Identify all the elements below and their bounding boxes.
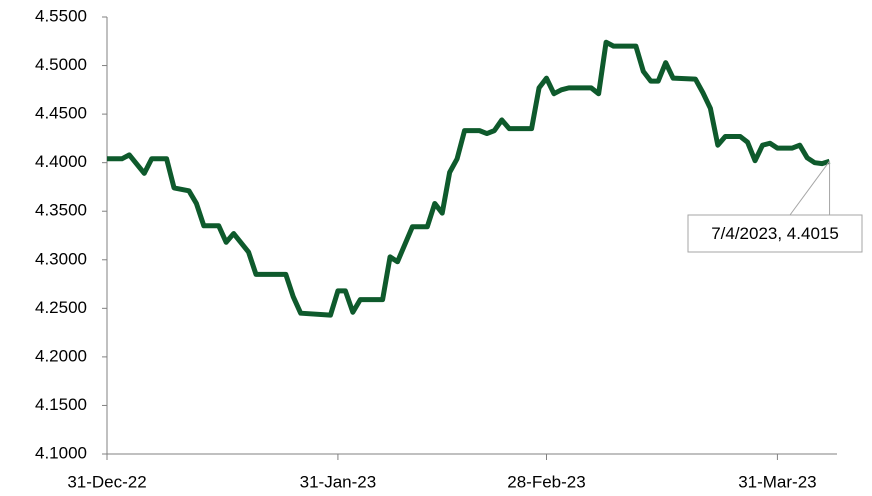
x-tick-label: 31-Mar-23 bbox=[738, 472, 816, 491]
y-tick-label: 4.2000 bbox=[35, 346, 87, 365]
y-tick-label: 4.1500 bbox=[35, 395, 87, 414]
y-tick-label: 4.5000 bbox=[35, 55, 87, 74]
annotation: 7/4/2023, 4.4015 bbox=[711, 224, 839, 243]
y-tick-label: 4.3500 bbox=[35, 201, 87, 220]
y-tick-label: 4.4500 bbox=[35, 104, 87, 123]
y-tick-label: 4.2500 bbox=[35, 298, 87, 317]
y-tick-label: 4.5500 bbox=[35, 6, 87, 25]
y-tick-label: 4.4000 bbox=[35, 152, 87, 171]
leader-line bbox=[789, 160, 834, 216]
x-tick-label: 31-Dec-22 bbox=[67, 472, 146, 491]
x-tick-label: 31-Jan-23 bbox=[300, 472, 377, 491]
x-tick-label: 28-Feb-23 bbox=[507, 472, 585, 491]
line-series bbox=[107, 39, 831, 318]
y-tick-label: 4.1000 bbox=[35, 443, 87, 462]
y-tick-label: 4.3000 bbox=[35, 249, 87, 268]
annotation-box bbox=[687, 214, 863, 253]
